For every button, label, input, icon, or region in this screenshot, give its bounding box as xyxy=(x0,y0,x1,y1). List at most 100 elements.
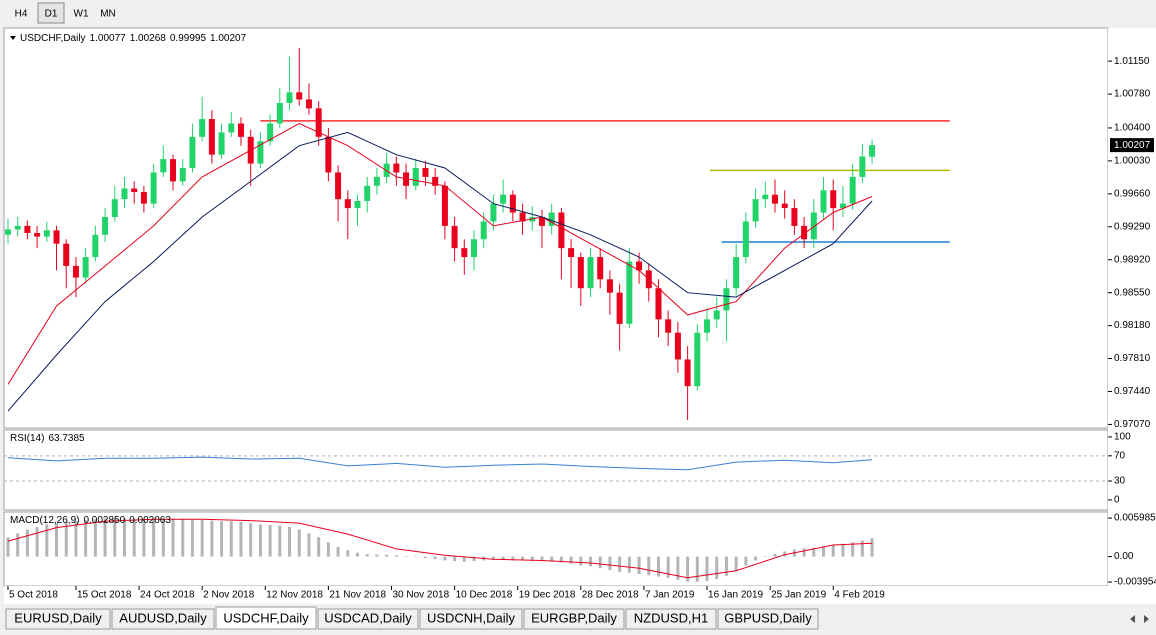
macd-bar xyxy=(161,518,165,557)
candle-body xyxy=(713,310,720,320)
macd-bar xyxy=(142,519,146,557)
macd-bar xyxy=(258,524,262,557)
macd-bar xyxy=(103,518,107,557)
y-tick-label: 1.00780 xyxy=(1114,89,1151,100)
chart-tab[interactable] xyxy=(523,608,625,630)
macd-bar xyxy=(860,540,864,557)
macd-bar xyxy=(608,556,612,571)
scroll-left[interactable] xyxy=(1130,615,1135,623)
y-tick-label: 1.01150 xyxy=(1114,56,1150,67)
chart-tab[interactable] xyxy=(419,608,523,630)
candle-body xyxy=(558,212,565,249)
macd-bar xyxy=(64,521,68,557)
candle-body xyxy=(810,212,817,240)
y-tick-label: 0.97440 xyxy=(1114,386,1151,397)
menu-arrow[interactable] xyxy=(10,36,16,40)
candle-body xyxy=(373,176,380,186)
chart-tab[interactable] xyxy=(111,608,215,630)
candle-body xyxy=(34,233,41,237)
candle-body xyxy=(92,234,99,258)
candle-body xyxy=(208,119,215,155)
candle-body xyxy=(752,199,759,222)
candle-body xyxy=(597,257,604,280)
macd-bar xyxy=(443,556,447,561)
chart-tab-label[interactable]: USDCHF,Daily xyxy=(223,610,309,625)
y-tick-label: 70 xyxy=(1114,450,1126,461)
macd-bar xyxy=(25,529,29,557)
macd-bar xyxy=(210,520,214,557)
x-tick-label: 2 Nov 2018 xyxy=(203,590,255,601)
macd-bar xyxy=(550,556,554,562)
rsi-panel xyxy=(3,429,1109,511)
timeframe-label[interactable]: H4 xyxy=(15,9,28,20)
macd-bar xyxy=(288,526,292,557)
chart-tab-label[interactable]: NZDUSD,H1 xyxy=(634,610,708,625)
macd-bar xyxy=(16,533,20,557)
y-tick-label: 0.005985 xyxy=(1114,513,1156,524)
macd-bar xyxy=(783,551,787,557)
chart-tab-label[interactable]: EURGBP,Daily xyxy=(531,610,617,625)
x-tick-label: 30 Nov 2018 xyxy=(392,590,449,601)
macd-bar xyxy=(666,556,670,578)
y-tick-label: 30 xyxy=(1114,476,1126,487)
chart-tab-label[interactable]: GBPUSD,Daily xyxy=(724,610,812,625)
x-tick-label: 19 Dec 2018 xyxy=(519,590,576,601)
timeframe-button[interactable] xyxy=(8,3,34,23)
timeframe-button[interactable] xyxy=(37,2,65,24)
candle-body xyxy=(684,359,691,387)
candle-body xyxy=(286,92,293,104)
candle-body xyxy=(490,203,497,222)
macd-bar xyxy=(715,556,719,580)
chart-tab[interactable] xyxy=(625,608,717,630)
chart-tab-label[interactable]: EURUSD,Daily xyxy=(14,610,102,625)
candle-body xyxy=(820,190,827,213)
timeframe-label[interactable]: D1 xyxy=(45,9,58,20)
macd-bar xyxy=(249,523,253,557)
timeframe-button[interactable] xyxy=(96,3,120,23)
chart-tab-label[interactable]: AUDUSD,Daily xyxy=(119,610,207,625)
candle-body xyxy=(432,176,439,186)
timeframe-label[interactable]: W1 xyxy=(74,9,89,20)
candle-body xyxy=(131,188,138,193)
macd-bar xyxy=(491,556,495,560)
macd-bar xyxy=(851,542,855,557)
macd-bar xyxy=(618,556,622,573)
chart-tab[interactable] xyxy=(317,608,419,630)
macd-bar xyxy=(763,556,767,558)
candle-body xyxy=(509,194,516,213)
candle-body xyxy=(102,216,109,235)
main-panel xyxy=(3,27,1109,429)
candle-body xyxy=(500,194,507,204)
macd-bar xyxy=(122,518,126,557)
candle-body xyxy=(72,265,79,278)
timeframe-label[interactable]: MN xyxy=(100,9,116,20)
macd-bar xyxy=(326,542,330,557)
macd-bar xyxy=(627,556,631,573)
macd-bar xyxy=(200,519,204,557)
macd-bar xyxy=(744,556,748,566)
macd-bar xyxy=(637,556,641,574)
x-tick-label: 21 Nov 2018 xyxy=(329,590,386,601)
price-tag-label: 1.00207 xyxy=(1114,140,1151,151)
timeframe-button[interactable] xyxy=(68,3,94,23)
chart-tab[interactable] xyxy=(5,608,111,630)
candle-body xyxy=(480,221,487,240)
signal-readout: 0.002063 xyxy=(129,515,171,526)
x-tick-label: 4 Feb 2019 xyxy=(834,590,885,601)
scroll-right[interactable] xyxy=(1144,615,1149,623)
chart-tab-label[interactable]: USDCNH,Daily xyxy=(427,610,516,625)
chart-tab[interactable] xyxy=(215,606,317,630)
candle-body xyxy=(43,230,50,237)
x-tick-label: 28 Dec 2018 xyxy=(582,590,639,601)
candle-body xyxy=(4,229,11,235)
macd-title: MACD(12,26,9) xyxy=(10,515,79,526)
candle-body xyxy=(616,292,623,324)
x-tick-label: 10 Dec 2018 xyxy=(456,590,513,601)
macd-bar xyxy=(336,546,340,557)
candle-body xyxy=(781,203,788,209)
chart-tab-label[interactable]: USDCAD,Daily xyxy=(324,610,412,625)
chart-tab[interactable] xyxy=(717,608,819,630)
y-tick-label: -0.003954 xyxy=(1114,577,1156,588)
candle-body xyxy=(606,279,613,293)
